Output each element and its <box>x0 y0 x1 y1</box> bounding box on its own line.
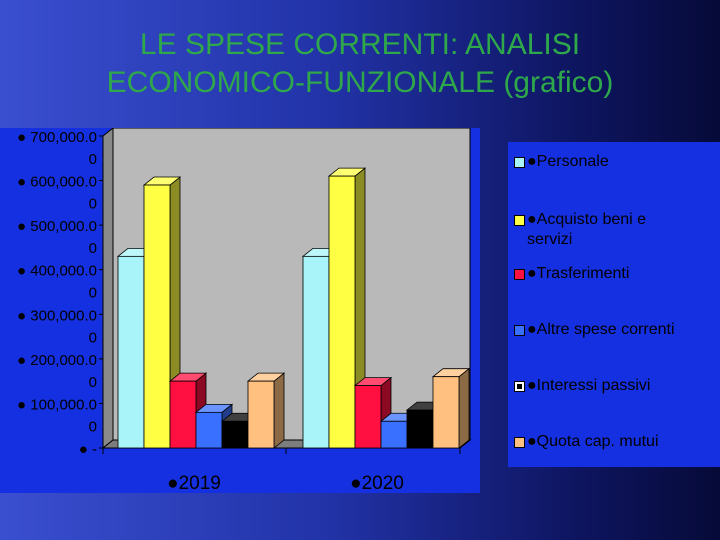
slide-title-line-1: LE SPESE CORRENTI: ANALISI <box>139 28 581 61</box>
legend-swatch <box>514 437 525 448</box>
bar-side <box>273 372 285 449</box>
bar-front <box>221 420 249 449</box>
slide-title: LE SPESE CORRENTI: ANALISI ECONOMICO-FUN… <box>40 26 680 102</box>
bar-front <box>169 380 197 449</box>
legend-label: ●Interessi passivi <box>527 377 651 394</box>
bar-front <box>432 376 460 449</box>
legend-item: ●Personale <box>514 152 609 172</box>
bar-2-6 <box>431 367 471 449</box>
y-tick-label: ● 500,000.0 0 <box>17 218 97 257</box>
y-tick-label: ● 600,000.0 0 <box>17 174 97 213</box>
bar-2-2 <box>327 167 367 449</box>
bar-side <box>458 367 470 449</box>
bar-front <box>380 420 408 449</box>
bar-chart: ● 700,000.0 0 ● 600,000.0 0 ● 500,000.0 0 ● 40… <box>17 128 472 493</box>
x-category-label: ●2020 <box>350 473 404 493</box>
bar-front <box>354 385 382 449</box>
y-tick-label: ● 300,000.0 0 <box>17 307 97 346</box>
y-tick-label: ● 700,000.0 0 <box>17 129 97 168</box>
bar-front <box>247 380 275 449</box>
bar-front <box>406 409 434 449</box>
slide-title-line-2: ECONOMICO-FUNZIONALE (grafico) <box>106 66 614 99</box>
legend-label: ●Altre spese correnti <box>527 321 675 338</box>
legend-swatch <box>514 381 525 392</box>
legend-label: ●Trasferimenti <box>527 265 630 282</box>
legend-label: ●Personale <box>527 153 609 170</box>
legend-item: ●Interessi passivi <box>514 376 650 396</box>
y-tick-label: ● 100,000.0 0 <box>17 396 97 435</box>
y-tick-label: ● - <box>79 441 97 458</box>
bar-front <box>143 184 171 449</box>
bar-front <box>195 411 223 449</box>
side-wall <box>102 128 114 450</box>
bar-front <box>328 175 356 449</box>
y-tick-label: ● 400,000.0 0 <box>17 263 97 302</box>
legend-item: ●Altre spese correnti <box>514 320 675 340</box>
legend-swatch <box>514 269 525 280</box>
bar-front <box>302 255 330 449</box>
legend-swatch <box>514 157 525 168</box>
legend-swatch <box>514 215 525 226</box>
legend-label: ●Acquisto beni e servizi <box>527 211 647 248</box>
legend-item: ●Quota cap. mutui <box>514 432 659 452</box>
legend-label: ●Quota cap. mutui <box>527 433 659 450</box>
bar-front <box>117 255 145 449</box>
legend-item: ●Acquisto beni e servizi <box>514 210 646 250</box>
chart-legend: ●Personale ●Acquisto beni e servizi ●Trasf… <box>508 142 720 467</box>
legend-item: ●Trasferimenti <box>514 264 629 284</box>
legend-swatch <box>514 325 525 336</box>
y-tick-label: ● 200,000.0 0 <box>17 352 97 391</box>
x-category-label: ●2019 <box>167 473 221 493</box>
bar-1-6 <box>246 372 286 449</box>
